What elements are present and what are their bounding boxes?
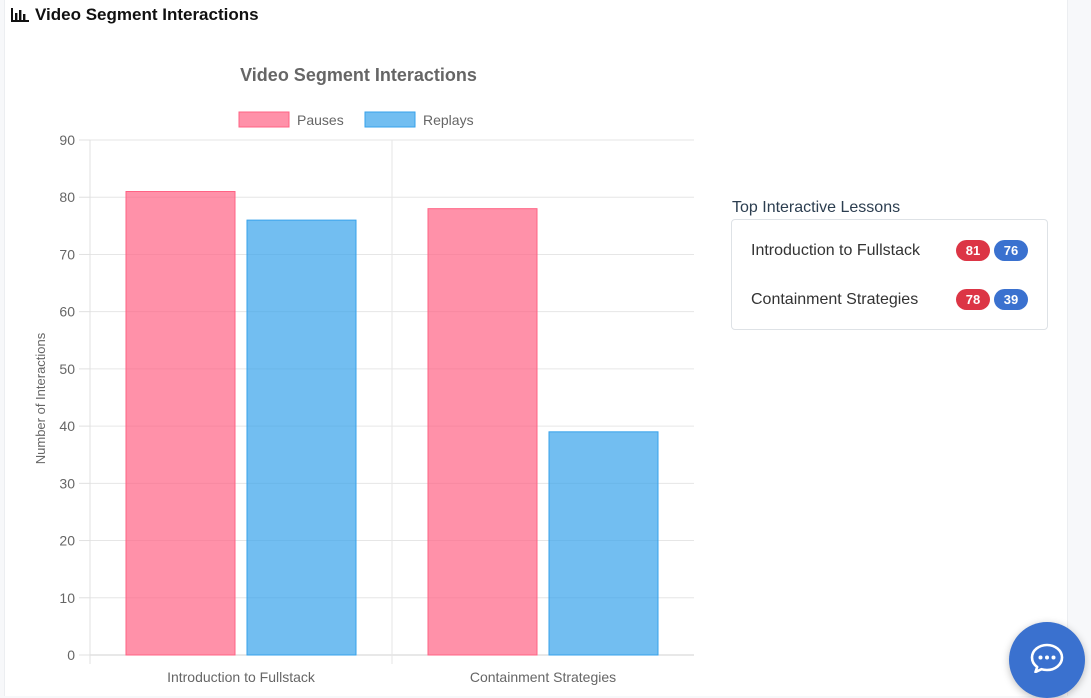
lesson-item[interactable]: Introduction to Fullstack 81 76: [732, 226, 1047, 275]
chat-bubble-icon: [1030, 643, 1064, 678]
top-lessons-panel: Top Interactive Lessons Introduction to …: [731, 198, 1048, 330]
bar-replays: [548, 431, 659, 656]
y-axis-label: Number of Interactions: [33, 332, 48, 464]
top-lessons-list: Introduction to Fullstack 81 76 Containm…: [731, 219, 1048, 330]
replays-badge: 76: [994, 240, 1028, 261]
legend-label: Pauses: [297, 112, 344, 128]
chart-card: Video Segment Interactions Video Segment…: [4, 0, 1068, 696]
y-tick-label: 0: [67, 647, 75, 663]
chart-title: Video Segment Interactions: [240, 65, 477, 85]
pauses-badge: 81: [956, 240, 990, 261]
x-tick-label: Introduction to Fullstack: [167, 669, 316, 685]
bar-pauses: [125, 191, 236, 656]
y-tick-label: 60: [59, 304, 75, 320]
legend-swatch: [364, 111, 416, 128]
chat-button[interactable]: [1009, 622, 1085, 698]
replays-badge: 39: [994, 289, 1028, 310]
y-tick-label: 90: [59, 132, 75, 148]
bar-replays: [246, 219, 357, 656]
lesson-name: Introduction to Fullstack: [751, 241, 920, 259]
card-title: Video Segment Interactions: [35, 5, 259, 24]
y-tick-label: 40: [59, 418, 75, 434]
y-tick-label: 50: [59, 361, 75, 377]
y-tick-label: 10: [59, 590, 75, 606]
legend-label: Replays: [423, 112, 474, 128]
bar-chart-icon: [11, 8, 29, 22]
x-tick-label: Containment Strategies: [470, 669, 616, 685]
bar-pauses: [427, 208, 538, 656]
lesson-name: Containment Strategies: [751, 290, 919, 308]
y-tick-label: 20: [59, 533, 75, 549]
bar-chart: Video Segment Interactions Pauses Replays 0…: [33, 65, 694, 685]
legend-swatch: [238, 111, 290, 128]
y-tick-label: 80: [59, 189, 75, 205]
lesson-item[interactable]: Containment Strategies 78 39: [732, 275, 1047, 324]
y-tick-label: 70: [59, 246, 75, 262]
card-header: Video Segment Interactions: [11, 4, 259, 26]
pauses-badge: 78: [956, 289, 990, 310]
top-lessons-title: Top Interactive Lessons: [732, 199, 901, 216]
y-tick-label: 30: [59, 475, 75, 491]
